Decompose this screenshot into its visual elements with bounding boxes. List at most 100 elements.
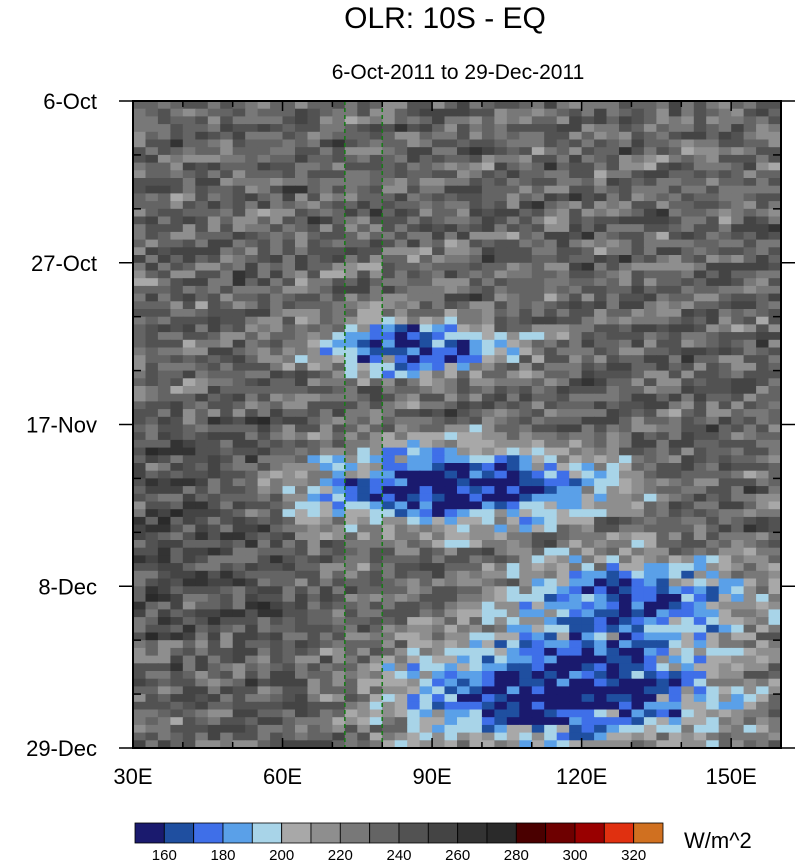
field-cell [432,424,446,433]
field-cell [656,432,670,441]
field-cell [195,432,209,441]
field-cell [681,208,695,218]
field-cell [506,270,520,279]
field-cell [519,671,533,680]
field-cell [332,447,346,456]
field-cell [756,632,770,641]
field-cell [369,378,383,387]
field-cell [519,386,533,395]
field-cell [382,524,396,533]
field-cell [170,178,184,187]
field-cell [706,655,720,664]
field-cell [270,624,284,634]
field-cell [718,154,732,164]
field-cell [681,694,695,703]
field-cell [382,231,396,241]
field-cell [332,663,346,672]
field-cell [344,355,358,364]
field-cell [257,162,271,171]
field-cell [245,201,259,210]
field-cell [506,339,520,349]
field-cell [270,516,284,526]
field-cell [319,362,333,372]
field-cell [619,386,633,395]
field-cell [419,285,433,295]
field-cell [494,640,508,649]
field-cell [606,147,620,156]
field-cell [656,563,670,572]
field-cell [157,724,171,734]
field-cell [295,116,309,125]
field-cell [319,401,333,410]
field-cell [133,216,147,225]
field-cell [245,154,259,164]
field-cell [307,663,321,672]
field-cell [544,231,558,241]
field-cell [494,116,508,125]
field-cell [481,309,495,318]
field-cell [469,386,483,395]
field-cell [594,324,608,333]
field-cell [245,709,259,718]
field-cell [768,185,782,194]
field-cell [207,247,221,256]
field-cell [432,231,446,241]
field-cell [133,255,147,264]
field-cell [394,647,408,657]
field-cell [444,617,458,626]
field-cell [282,262,296,272]
field-cell [581,509,595,518]
field-cell [481,224,495,233]
field-cell [631,470,645,479]
field-cell [706,285,720,295]
field-cell [718,386,732,395]
field-cell [693,578,707,587]
field-cell [643,239,657,248]
field-cell [556,632,570,641]
field-cell [519,540,533,549]
field-cell [519,116,533,125]
field-cell [619,208,633,218]
field-cell [631,293,645,302]
field-cell [282,532,296,541]
field-cell [756,324,770,333]
field-cell [768,386,782,395]
field-cell [743,347,757,356]
field-cell [643,563,657,572]
field-cell [643,339,657,349]
field-cell [145,594,159,603]
colorbar-swatch [398,822,429,844]
field-cell [232,455,246,464]
field-cell [668,570,682,580]
field-cell [756,655,770,664]
field-cell [619,740,633,749]
field-cell [556,255,570,264]
field-cell [444,678,458,687]
field-cell [419,647,433,657]
field-cell [569,285,583,295]
field-cell [257,609,271,618]
field-cell [619,178,633,187]
field-cell [133,486,147,495]
field-cell [332,509,346,518]
field-cell [531,239,545,248]
field-cell [170,671,184,680]
field-cell [494,601,508,610]
field-cell [668,239,682,248]
field-cell [282,717,296,726]
field-cell [531,347,545,356]
field-cell [718,617,732,626]
field-cell [606,447,620,456]
field-cell [768,717,782,726]
field-cell [743,116,757,125]
field-cell [619,594,633,603]
field-cell [506,409,520,418]
field-cell [606,270,620,279]
field-cell [295,131,309,141]
field-cell [506,201,520,210]
field-cell [743,501,757,510]
field-cell [469,540,483,549]
field-cell [332,293,346,302]
field-cell [145,124,159,133]
